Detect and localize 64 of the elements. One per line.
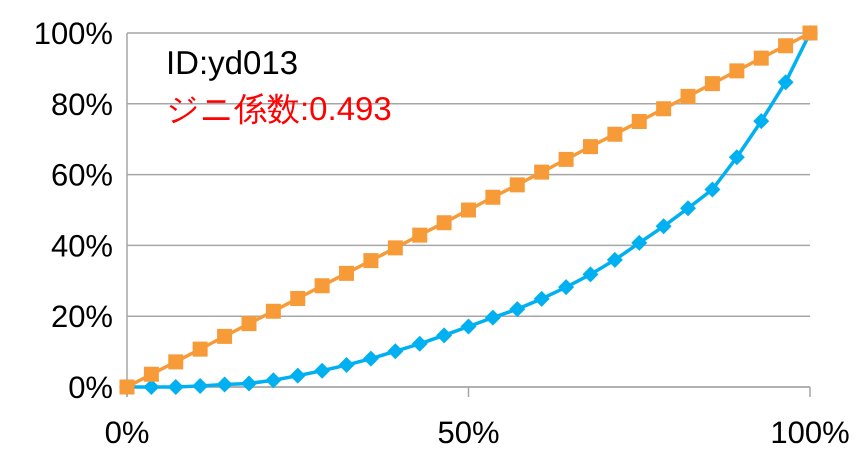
point bbox=[412, 336, 428, 352]
point bbox=[631, 234, 648, 251]
point bbox=[290, 291, 306, 306]
point bbox=[387, 343, 404, 360]
point bbox=[217, 328, 232, 344]
point bbox=[461, 202, 476, 218]
y-tick-label: 40% bbox=[50, 228, 113, 264]
point bbox=[534, 290, 550, 307]
point bbox=[582, 266, 598, 282]
point bbox=[632, 114, 647, 129]
point bbox=[241, 316, 256, 332]
point bbox=[266, 304, 281, 319]
point bbox=[753, 113, 770, 130]
x-tick-label: 100% bbox=[770, 415, 850, 450]
point bbox=[558, 279, 574, 296]
point bbox=[388, 240, 403, 256]
x-tick-label: 0% bbox=[104, 415, 150, 450]
point bbox=[436, 215, 452, 230]
point bbox=[754, 50, 769, 66]
point bbox=[534, 164, 550, 180]
point bbox=[509, 301, 526, 318]
annotation: ID:yd013 bbox=[166, 44, 298, 81]
point bbox=[168, 354, 184, 370]
point bbox=[582, 139, 598, 154]
y-tick-label: 60% bbox=[50, 158, 113, 193]
point bbox=[485, 190, 500, 205]
point bbox=[460, 318, 476, 334]
point bbox=[412, 228, 428, 243]
point bbox=[558, 152, 574, 167]
y-tick-label: 20% bbox=[50, 299, 113, 334]
point bbox=[265, 372, 282, 388]
point bbox=[216, 376, 233, 393]
point bbox=[729, 63, 744, 78]
point bbox=[192, 342, 208, 357]
point bbox=[484, 310, 501, 326]
point bbox=[240, 375, 257, 392]
point bbox=[778, 74, 794, 90]
point bbox=[314, 278, 330, 294]
point bbox=[656, 101, 672, 116]
point bbox=[704, 76, 720, 92]
point bbox=[680, 200, 696, 216]
x-tick-label: 50% bbox=[437, 415, 500, 450]
y-tick-label: 100% bbox=[34, 16, 113, 51]
point bbox=[436, 327, 452, 344]
point bbox=[680, 88, 696, 104]
point bbox=[168, 379, 184, 395]
point bbox=[338, 357, 355, 374]
point bbox=[339, 266, 354, 281]
point bbox=[778, 38, 794, 54]
point bbox=[656, 218, 672, 234]
point bbox=[363, 253, 378, 268]
point bbox=[314, 362, 330, 379]
point bbox=[192, 378, 208, 394]
annotation: ジニ係数:0.493 bbox=[166, 90, 392, 127]
point bbox=[362, 350, 379, 367]
point bbox=[290, 368, 306, 384]
point bbox=[704, 181, 720, 198]
point bbox=[728, 149, 745, 166]
point bbox=[144, 366, 159, 382]
point bbox=[606, 252, 623, 268]
y-tick-label: 80% bbox=[50, 86, 113, 122]
y-tick-label: 0% bbox=[68, 370, 113, 405]
point bbox=[510, 177, 525, 192]
point bbox=[607, 126, 622, 142]
